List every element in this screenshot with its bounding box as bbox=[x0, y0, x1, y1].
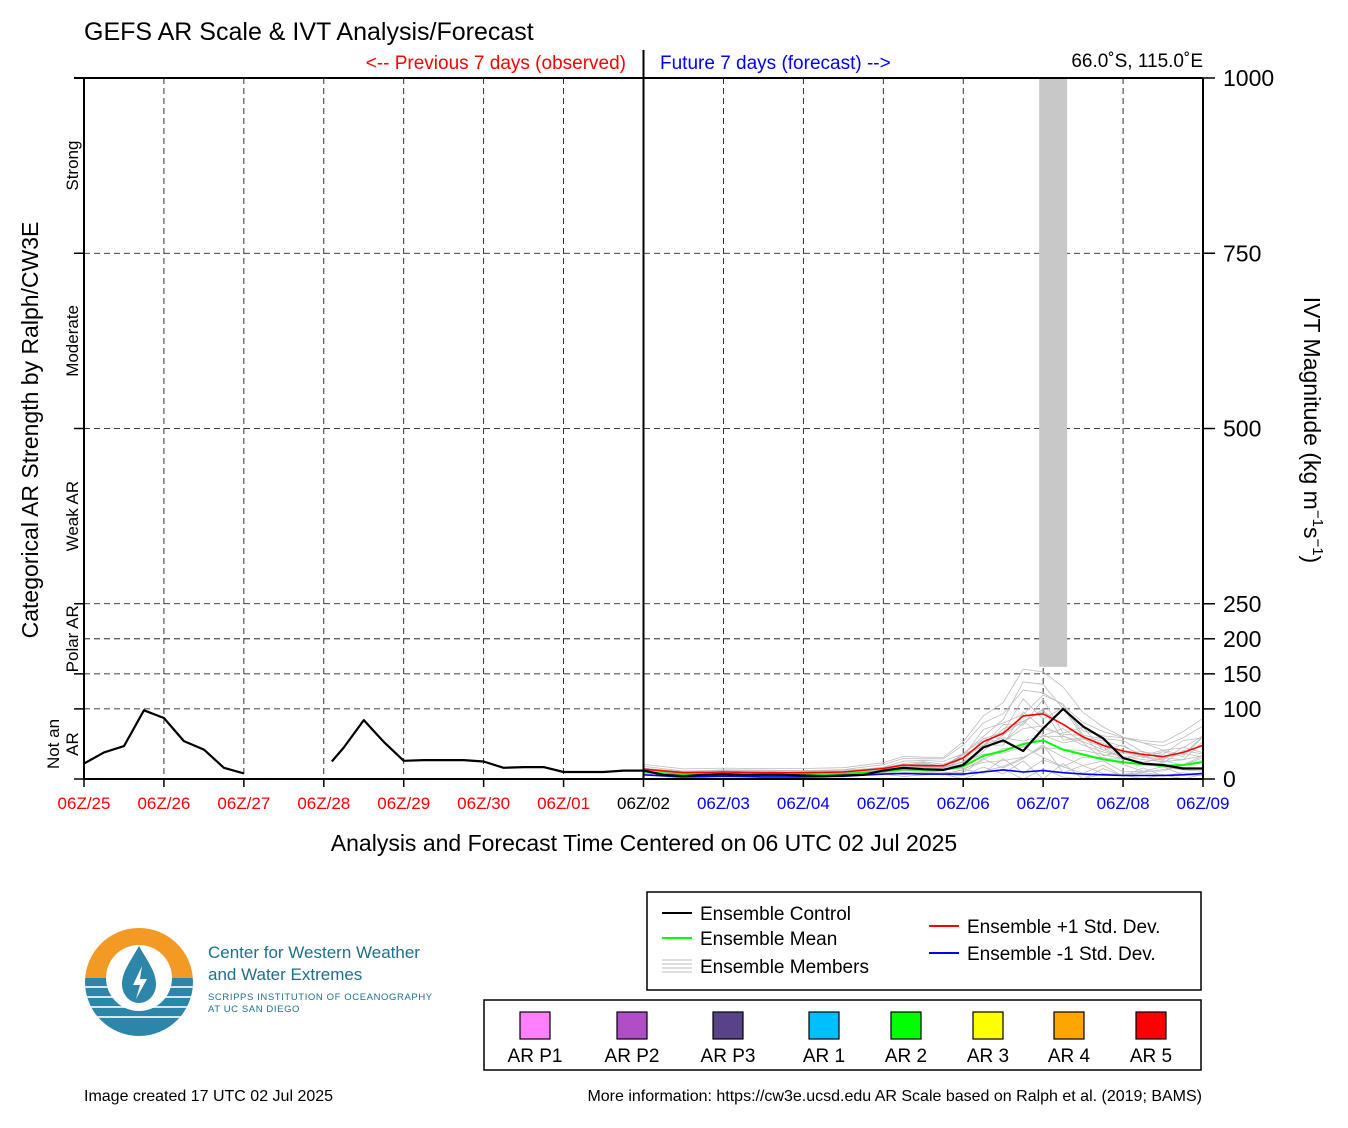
category-label: Polar AR bbox=[63, 605, 82, 672]
location-label: 66.0˚S, 115.0˚E bbox=[1071, 51, 1203, 72]
footer-created: Image created 17 UTC 02 Jul 2025 bbox=[84, 1088, 334, 1105]
x-tick-label: 06Z/07 bbox=[1017, 794, 1070, 813]
series-lines bbox=[83, 707, 1204, 778]
ar-scale-swatch bbox=[616, 1011, 648, 1040]
ar-scale-label: AR 5 bbox=[1130, 1046, 1172, 1067]
x-tick-label: 06Z/04 bbox=[777, 794, 830, 813]
logo-line2: and Water Extremes bbox=[208, 965, 363, 984]
left-axis-label: Categorical AR Strength by Ralph/CW3E bbox=[17, 222, 43, 639]
x-tick-label: 06Z/05 bbox=[857, 794, 910, 813]
water-drop-lightning-icon bbox=[85, 928, 193, 1036]
right-axis-label-main: IVT Magnitude (kg m bbox=[1299, 297, 1325, 510]
y-tick-label: 100 bbox=[1223, 696, 1261, 722]
legend-plus1: Ensemble +1 Std. Dev. bbox=[967, 917, 1160, 938]
observed-ivt-line bbox=[83, 709, 245, 775]
y-tick-label: 250 bbox=[1223, 591, 1261, 617]
minus1-std-line bbox=[643, 769, 1204, 778]
ar-scale-swatch bbox=[972, 1011, 1004, 1040]
ar-scale-label: AR 1 bbox=[803, 1046, 845, 1067]
right-axis-label-sup1: −1 bbox=[1309, 510, 1326, 527]
x-tick-label: 06Z/26 bbox=[137, 794, 190, 813]
legend-control: Ensemble Control bbox=[700, 904, 851, 925]
x-tick-label: 06Z/30 bbox=[457, 794, 510, 813]
legend-minus1: Ensemble -1 Std. Dev. bbox=[967, 944, 1156, 965]
shaded-period-bar bbox=[1039, 78, 1068, 667]
x-tick-label: 06Z/25 bbox=[58, 794, 111, 813]
x-tick-label: 06Z/08 bbox=[1097, 794, 1150, 813]
y-tick-label: 150 bbox=[1223, 661, 1261, 687]
grid-lines bbox=[84, 78, 1203, 779]
ar-scale-legend: AR P1 AR P2 AR P3 AR 1 AR 2 AR 3 AR 4 AR 5 bbox=[483, 999, 1202, 1071]
category-labels: Not an AR Polar AR Weak AR Moderate Strong bbox=[44, 141, 82, 769]
legend-swatch-members bbox=[662, 959, 692, 973]
ar-scale-label: AR 2 bbox=[885, 1046, 927, 1067]
chart-title: GEFS AR Scale & IVT Analysis/Forecast bbox=[84, 18, 534, 46]
ar-scale-label: AR P3 bbox=[701, 1046, 756, 1067]
y-tick-label: 1000 bbox=[1223, 65, 1274, 91]
ar-scale-swatch bbox=[519, 1011, 551, 1040]
observed-label: <-- Previous 7 days (observed) bbox=[366, 53, 626, 74]
category-label: Weak AR bbox=[63, 481, 82, 552]
ar-scale-label: AR 3 bbox=[967, 1046, 1009, 1067]
logo-sub1: SCRIPPS INSTITUTION OF OCEANOGRAPHY bbox=[208, 992, 433, 1003]
logo-sub2: AT UC SAN DIEGO bbox=[208, 1004, 301, 1015]
right-axis-label: IVT Magnitude (kg m−1s−1) bbox=[1299, 297, 1326, 563]
y-tick-label: 0 bbox=[1223, 766, 1236, 792]
ensemble-member-line bbox=[643, 694, 1204, 774]
axes bbox=[74, 50, 1215, 787]
x-tick-label: 06Z/01 bbox=[537, 794, 590, 813]
forecast-label: Future 7 days (forecast) --> bbox=[660, 53, 891, 74]
ar-scale-swatch bbox=[1053, 1011, 1085, 1040]
right-axis-label-sup2: −1 bbox=[1309, 538, 1326, 555]
ar-scale-swatch bbox=[890, 1011, 922, 1040]
legend-frame bbox=[646, 891, 1202, 991]
x-tick-label: 06Z/03 bbox=[697, 794, 750, 813]
x-tick-label: 06Z/29 bbox=[377, 794, 430, 813]
right-axis-label-end: ) bbox=[1299, 556, 1325, 564]
x-tick-label: 06Z/09 bbox=[1177, 794, 1230, 813]
x-axis-label: Analysis and Forecast Time Centered on 0… bbox=[331, 830, 957, 856]
ar-scale-label: AR 4 bbox=[1048, 1046, 1091, 1067]
category-label: AR bbox=[63, 732, 82, 756]
logo-line1: Center for Western Weather bbox=[208, 943, 420, 962]
y-tick-label: 200 bbox=[1223, 626, 1261, 652]
observed-ivt-line bbox=[330, 718, 644, 774]
ar-scale-label: AR P2 bbox=[605, 1046, 660, 1067]
ar-scale-label: AR P1 bbox=[508, 1046, 563, 1067]
logo-text: Center for Western Weather and Water Ext… bbox=[208, 942, 433, 1016]
right-axis-label-mid: s bbox=[1299, 527, 1325, 539]
y-tick-label: 750 bbox=[1223, 240, 1261, 266]
category-label: Not an bbox=[44, 719, 63, 769]
x-tick-label: 06Z/02 bbox=[617, 794, 670, 813]
legend: Ensemble Control Ensemble Mean Ensemble … bbox=[646, 891, 1202, 991]
ar-scale-swatch bbox=[808, 1011, 840, 1040]
x-tick-label: 06Z/28 bbox=[297, 794, 350, 813]
category-label: Moderate bbox=[63, 305, 82, 377]
shaded-period bbox=[1039, 78, 1068, 667]
ar-scale-swatch bbox=[1135, 1011, 1167, 1040]
y-tick-labels: 0 100 150 200 250 500 750 1000 bbox=[1223, 65, 1274, 792]
ensemble-control-line bbox=[643, 707, 1203, 778]
x-tick-label: 06Z/27 bbox=[217, 794, 270, 813]
ensemble-member-line bbox=[643, 668, 1204, 770]
category-label: Strong bbox=[63, 141, 82, 191]
y-tick-label: 500 bbox=[1223, 416, 1261, 442]
x-tick-labels: 06Z/25 06Z/26 06Z/27 06Z/28 06Z/29 06Z/30 06Z/… bbox=[58, 794, 1230, 813]
x-tick-label: 06Z/06 bbox=[937, 794, 990, 813]
footer-more-info: More information: https://cw3e.ucsd.edu … bbox=[587, 1088, 1202, 1105]
plus1-std-line bbox=[643, 712, 1204, 774]
ensemble-member-line bbox=[643, 711, 1204, 775]
legend-mean: Ensemble Mean bbox=[700, 929, 837, 950]
legend-members: Ensemble Members bbox=[700, 957, 869, 978]
ar-scale-swatch bbox=[712, 1011, 744, 1040]
